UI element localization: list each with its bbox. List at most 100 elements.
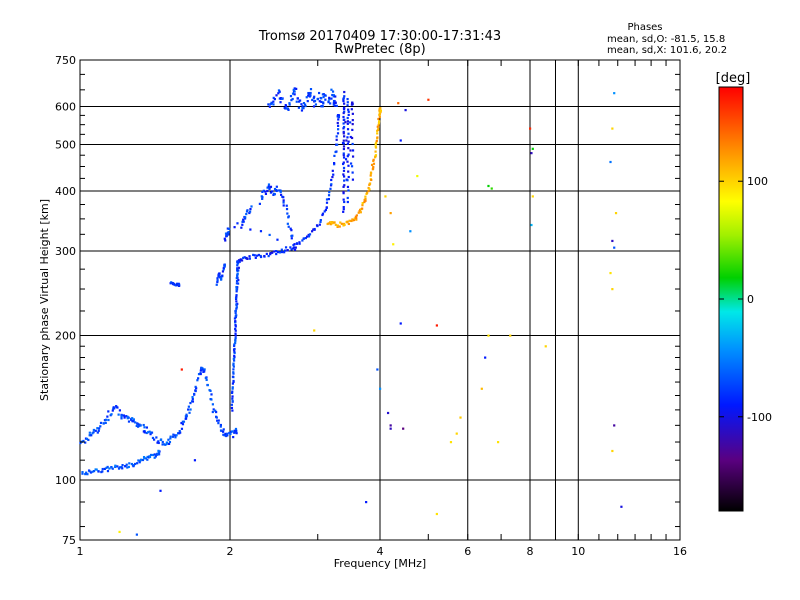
- data-point: [611, 127, 614, 130]
- data-point: [350, 219, 353, 223]
- data-point: [345, 139, 348, 142]
- data-point: [346, 200, 349, 204]
- data-point: [99, 425, 102, 428]
- data-point: [309, 94, 312, 97]
- data-point: [116, 465, 119, 468]
- data-point: [165, 442, 168, 446]
- data-point: [237, 279, 240, 282]
- data-point: [203, 370, 206, 373]
- data-point: [364, 197, 367, 201]
- data-point: [151, 453, 155, 457]
- data-point: [176, 283, 179, 286]
- data-point: [342, 185, 345, 188]
- data-point: [84, 472, 88, 475]
- data-point: [292, 244, 295, 247]
- y-tick-label: 100: [55, 474, 76, 487]
- data-point: [158, 453, 161, 456]
- data-point: [149, 453, 153, 457]
- data-point: [105, 466, 108, 470]
- y-tick-label: 300: [55, 245, 76, 258]
- data-point: [351, 101, 354, 104]
- data-point: [342, 154, 345, 157]
- data-point: [168, 440, 172, 444]
- data-point: [243, 217, 247, 220]
- data-point: [233, 343, 236, 346]
- data-point: [331, 169, 334, 172]
- data-point: [224, 432, 227, 435]
- data-point: [289, 246, 292, 249]
- data-point: [285, 204, 288, 207]
- data-point: [284, 246, 288, 249]
- data-point: [217, 422, 220, 425]
- data-point: [167, 442, 171, 445]
- data-point: [307, 94, 310, 97]
- data-point: [233, 350, 236, 353]
- data-point: [312, 97, 315, 100]
- data-point: [281, 97, 284, 100]
- data-point: [300, 109, 304, 112]
- data-point: [295, 100, 298, 103]
- data-point: [222, 268, 225, 271]
- data-point: [140, 458, 143, 461]
- data-point: [370, 178, 373, 182]
- data-point: [347, 153, 350, 156]
- data-point: [287, 225, 290, 228]
- data-point: [177, 283, 180, 286]
- data-point: [240, 226, 243, 229]
- data-point: [397, 102, 400, 105]
- data-point: [309, 91, 312, 95]
- data-point: [171, 435, 175, 438]
- data-point: [161, 440, 164, 444]
- data-point: [358, 208, 362, 211]
- data-point: [449, 441, 453, 444]
- data-point: [379, 109, 383, 112]
- data-point: [323, 210, 326, 213]
- data-point: [103, 467, 106, 470]
- data-point: [96, 427, 99, 430]
- data-point: [220, 278, 223, 281]
- data-point: [332, 101, 335, 105]
- data-point: [357, 211, 360, 214]
- data-point: [268, 233, 271, 237]
- data-point: [378, 109, 381, 112]
- data-point: [342, 205, 345, 209]
- data-point: [279, 193, 283, 196]
- data-point: [185, 413, 188, 416]
- data-point: [101, 467, 104, 471]
- data-point: [343, 95, 346, 98]
- data-point: [320, 100, 323, 104]
- data-point: [157, 441, 160, 445]
- data-point: [179, 431, 182, 434]
- data-point: [241, 220, 244, 223]
- colorbar-tick-label: -100: [747, 411, 772, 424]
- data-point: [231, 375, 235, 378]
- data-point: [88, 431, 91, 434]
- data-point: [252, 253, 255, 257]
- data-point: [234, 430, 238, 433]
- data-point: [392, 243, 395, 246]
- data-point: [174, 434, 177, 437]
- data-point: [334, 101, 337, 104]
- data-point: [223, 263, 226, 266]
- data-point: [287, 215, 290, 218]
- data-point: [324, 208, 327, 212]
- data-point: [242, 218, 245, 221]
- data-point: [487, 184, 490, 188]
- data-point: [314, 103, 318, 106]
- data-point: [197, 373, 201, 376]
- data-point: [110, 466, 113, 469]
- data-point: [329, 221, 333, 224]
- data-point: [267, 254, 270, 258]
- data-point: [154, 455, 157, 458]
- data-point: [159, 438, 162, 442]
- data-point: [239, 258, 242, 261]
- data-point: [349, 135, 352, 139]
- data-point: [346, 97, 349, 101]
- data-point: [295, 87, 298, 90]
- data-point: [611, 288, 614, 291]
- data-point: [279, 189, 282, 192]
- data-point: [148, 430, 151, 433]
- x-tick-label: 10: [571, 545, 585, 558]
- data-point: [114, 465, 117, 469]
